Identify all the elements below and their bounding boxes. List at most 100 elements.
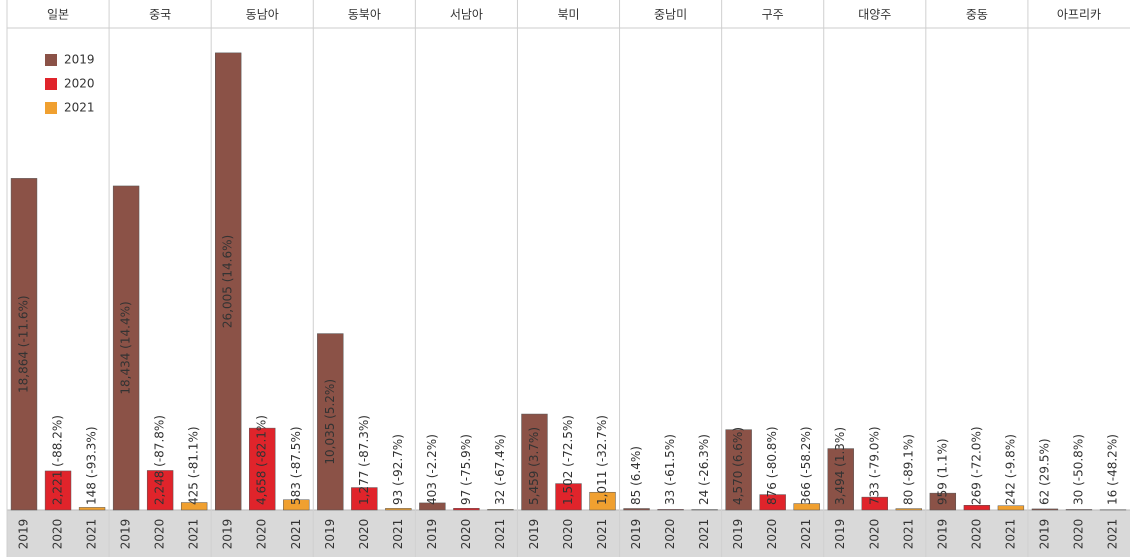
year-label: 2019 <box>323 519 337 550</box>
year-label: 2019 <box>17 519 31 550</box>
year-label: 2020 <box>765 519 779 550</box>
data-label: 30 (-50.8%) <box>1071 434 1085 505</box>
year-label: 2021 <box>1003 519 1017 550</box>
panel-title: 중남미 <box>654 8 687 22</box>
year-label: 2021 <box>697 519 711 550</box>
bar <box>10 178 38 511</box>
data-label: 32 (-67.4%) <box>493 434 507 505</box>
bar <box>215 52 242 511</box>
bar <box>521 413 548 511</box>
year-label: 2020 <box>153 519 167 550</box>
bar <box>1031 508 1059 511</box>
data-label: 5,459 (3.7%) <box>527 427 541 505</box>
data-label: 18,434 (14.4%) <box>119 301 133 394</box>
data-label: 959 (1.1%) <box>935 438 949 505</box>
year-label: 2019 <box>935 519 949 550</box>
bar <box>1065 509 1093 511</box>
legend-label: 2019 <box>64 53 95 67</box>
year-label: 2020 <box>663 519 677 550</box>
data-label: 733 (-79.0%) <box>867 426 881 505</box>
data-label: 148 (-93.3%) <box>85 426 99 505</box>
data-label: 2,221 (-88.2%) <box>51 415 65 505</box>
year-label: 2019 <box>833 519 847 550</box>
bar <box>351 487 378 511</box>
data-label: 1,502 (-72.5%) <box>561 415 575 505</box>
bar <box>112 185 140 511</box>
bar <box>759 494 786 511</box>
year-label: 2021 <box>289 519 303 550</box>
year-label: 2021 <box>187 519 201 550</box>
year-label: 2021 <box>595 519 609 550</box>
year-label: 2019 <box>221 519 235 550</box>
year-label: 2020 <box>969 519 983 550</box>
panel-title: 대양주 <box>858 8 891 22</box>
data-label: 18,864 (-11.6%) <box>17 295 31 393</box>
data-label: 4,570 (6.6%) <box>731 427 745 505</box>
year-strip <box>7 510 1130 557</box>
data-label: 242 (-9.8%) <box>1003 434 1017 505</box>
bar <box>487 509 514 511</box>
data-label: 97 (-75.9%) <box>459 434 473 505</box>
data-label: 85 (6.4%) <box>629 446 643 505</box>
data-label: 33 (-61.5%) <box>663 434 677 505</box>
year-label: 2019 <box>629 519 643 550</box>
data-label: 425 (-81.1%) <box>187 426 201 505</box>
year-label: 2021 <box>799 519 813 550</box>
panel-title: 일본 <box>47 8 69 22</box>
legend-label: 2021 <box>64 101 95 115</box>
bar <box>453 508 480 511</box>
year-label: 2020 <box>867 519 881 550</box>
bar <box>997 505 1025 511</box>
bar <box>793 503 820 511</box>
panel-title: 아프리카 <box>1057 8 1101 22</box>
year-label: 2021 <box>493 519 507 550</box>
data-label: 1,277 (-87.3%) <box>357 415 371 505</box>
panel-title: 북미 <box>557 8 579 22</box>
bar <box>963 505 991 511</box>
data-label: 366 (-58.2%) <box>799 426 813 505</box>
year-label: 2021 <box>1105 519 1119 550</box>
bar <box>555 483 582 511</box>
data-label: 16 (-48.2%) <box>1105 434 1119 505</box>
data-label: 62 (29.5%) <box>1037 438 1051 505</box>
data-label: 403 (-2.2%) <box>425 434 439 505</box>
bar <box>895 508 922 511</box>
data-label: 26,005 (14.6%) <box>221 235 235 328</box>
data-label: 24 (-26.3%) <box>697 434 711 505</box>
data-label: 583 (-87.5%) <box>289 426 303 505</box>
bar <box>283 499 310 511</box>
panel-title: 서남아 <box>450 8 483 22</box>
bar <box>146 470 174 511</box>
year-label: 2020 <box>459 519 473 550</box>
data-label: 876 (-80.8%) <box>765 426 779 505</box>
data-label: 2,248 (-87.8%) <box>153 415 167 505</box>
data-label: 80 (-89.1%) <box>901 434 915 505</box>
bar <box>419 502 446 511</box>
bar <box>317 333 344 511</box>
data-label: 3,494 (1.3%) <box>833 427 847 505</box>
bar <box>589 491 616 511</box>
legend-swatch <box>45 54 57 66</box>
bar <box>725 429 752 511</box>
year-label: 2020 <box>561 519 575 550</box>
panel-title: 동북아 <box>348 8 381 22</box>
bar <box>623 508 650 511</box>
bar <box>861 496 888 511</box>
panel-title: 구주 <box>762 8 784 22</box>
year-label: 2020 <box>1071 519 1085 550</box>
year-label: 2020 <box>51 519 65 550</box>
bar <box>180 502 208 511</box>
year-label: 2019 <box>731 519 745 550</box>
year-label: 2019 <box>1037 519 1051 550</box>
data-label: 1,011 (-32.7%) <box>595 415 609 505</box>
bar <box>827 448 854 511</box>
year-label: 2020 <box>255 519 269 550</box>
bar <box>929 492 957 511</box>
year-label: 2021 <box>85 519 99 550</box>
data-label: 93 (-92.7%) <box>391 434 405 505</box>
year-label: 2019 <box>527 519 541 550</box>
legend-swatch <box>45 102 57 114</box>
panel-title: 중동 <box>966 8 988 22</box>
